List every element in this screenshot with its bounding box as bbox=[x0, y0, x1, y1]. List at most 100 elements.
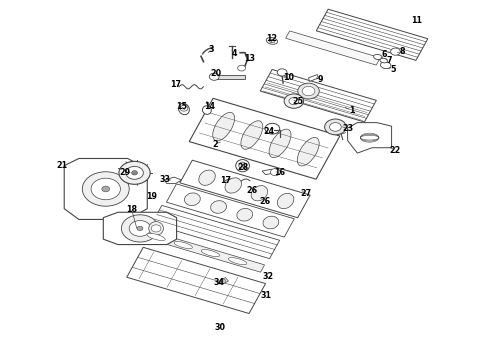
Polygon shape bbox=[316, 9, 428, 60]
Polygon shape bbox=[103, 212, 176, 244]
Text: 21: 21 bbox=[56, 161, 67, 170]
Circle shape bbox=[122, 215, 159, 242]
Ellipse shape bbox=[269, 129, 291, 158]
Ellipse shape bbox=[174, 242, 193, 248]
Circle shape bbox=[137, 226, 143, 230]
Text: 10: 10 bbox=[284, 73, 294, 82]
Circle shape bbox=[220, 279, 226, 283]
Text: 3: 3 bbox=[208, 45, 214, 54]
Text: 4: 4 bbox=[231, 49, 237, 58]
Circle shape bbox=[330, 123, 341, 131]
Polygon shape bbox=[167, 184, 294, 237]
Text: 26: 26 bbox=[259, 197, 270, 206]
Ellipse shape bbox=[297, 138, 319, 166]
Text: 28: 28 bbox=[238, 163, 248, 172]
Text: 17: 17 bbox=[170, 81, 181, 90]
Text: 34: 34 bbox=[214, 278, 224, 287]
Polygon shape bbox=[180, 160, 310, 218]
Ellipse shape bbox=[225, 178, 242, 193]
Circle shape bbox=[132, 171, 138, 175]
Text: 19: 19 bbox=[146, 192, 157, 201]
Polygon shape bbox=[309, 75, 318, 81]
Polygon shape bbox=[64, 158, 147, 220]
Text: 33: 33 bbox=[160, 175, 171, 184]
Ellipse shape bbox=[277, 193, 294, 209]
Text: 30: 30 bbox=[214, 323, 225, 332]
Polygon shape bbox=[347, 123, 392, 153]
Text: 25: 25 bbox=[292, 97, 303, 106]
Polygon shape bbox=[260, 69, 376, 122]
Text: 9: 9 bbox=[318, 75, 323, 84]
Circle shape bbox=[102, 186, 110, 192]
Ellipse shape bbox=[184, 193, 200, 206]
Text: 20: 20 bbox=[210, 69, 221, 78]
Ellipse shape bbox=[269, 39, 275, 42]
Ellipse shape bbox=[263, 216, 279, 229]
Polygon shape bbox=[286, 31, 380, 65]
Text: 11: 11 bbox=[412, 16, 422, 25]
Circle shape bbox=[265, 123, 280, 134]
Text: 23: 23 bbox=[342, 124, 353, 133]
Ellipse shape bbox=[373, 54, 382, 60]
Text: 14: 14 bbox=[204, 102, 215, 111]
Ellipse shape bbox=[251, 186, 268, 201]
Polygon shape bbox=[262, 169, 275, 175]
Ellipse shape bbox=[380, 62, 391, 68]
Text: 18: 18 bbox=[126, 205, 137, 214]
Polygon shape bbox=[189, 98, 340, 179]
Ellipse shape bbox=[239, 162, 246, 169]
Circle shape bbox=[302, 86, 315, 96]
Circle shape bbox=[209, 73, 219, 80]
Polygon shape bbox=[152, 206, 280, 258]
Polygon shape bbox=[127, 247, 266, 314]
Text: 24: 24 bbox=[264, 127, 275, 136]
Ellipse shape bbox=[380, 58, 388, 63]
Text: 7: 7 bbox=[387, 56, 392, 65]
Text: 27: 27 bbox=[300, 189, 312, 198]
Circle shape bbox=[289, 98, 299, 105]
Text: 29: 29 bbox=[120, 168, 131, 177]
Ellipse shape bbox=[149, 222, 163, 235]
Ellipse shape bbox=[228, 257, 247, 265]
Circle shape bbox=[82, 172, 129, 206]
Text: 22: 22 bbox=[390, 146, 401, 155]
Circle shape bbox=[126, 166, 144, 179]
Text: 26: 26 bbox=[247, 186, 258, 195]
Ellipse shape bbox=[266, 37, 277, 44]
Ellipse shape bbox=[213, 112, 235, 141]
Circle shape bbox=[119, 161, 150, 184]
Polygon shape bbox=[216, 75, 245, 78]
Ellipse shape bbox=[147, 233, 165, 240]
Ellipse shape bbox=[201, 249, 220, 257]
Ellipse shape bbox=[241, 121, 263, 149]
Circle shape bbox=[325, 119, 346, 135]
Text: 12: 12 bbox=[266, 34, 277, 43]
Text: 15: 15 bbox=[176, 102, 187, 111]
Ellipse shape bbox=[236, 159, 249, 172]
Ellipse shape bbox=[202, 106, 211, 114]
Ellipse shape bbox=[178, 103, 190, 115]
Text: 8: 8 bbox=[399, 47, 405, 56]
Text: 17: 17 bbox=[220, 176, 231, 185]
Circle shape bbox=[391, 48, 400, 55]
Circle shape bbox=[129, 221, 151, 236]
Text: 5: 5 bbox=[391, 65, 396, 74]
Text: 2: 2 bbox=[212, 140, 218, 149]
Circle shape bbox=[284, 94, 304, 108]
Text: 31: 31 bbox=[261, 291, 271, 300]
Circle shape bbox=[270, 168, 280, 176]
Circle shape bbox=[91, 178, 121, 200]
Polygon shape bbox=[220, 278, 228, 284]
Ellipse shape bbox=[211, 201, 226, 213]
Ellipse shape bbox=[199, 170, 215, 185]
Text: 13: 13 bbox=[245, 54, 255, 63]
Text: 6: 6 bbox=[381, 50, 387, 59]
Circle shape bbox=[277, 69, 287, 76]
Polygon shape bbox=[147, 231, 265, 272]
Text: 16: 16 bbox=[274, 168, 285, 177]
Circle shape bbox=[238, 65, 245, 71]
Polygon shape bbox=[164, 177, 181, 184]
Text: 32: 32 bbox=[263, 271, 274, 280]
Circle shape bbox=[151, 225, 161, 232]
Ellipse shape bbox=[237, 208, 253, 221]
